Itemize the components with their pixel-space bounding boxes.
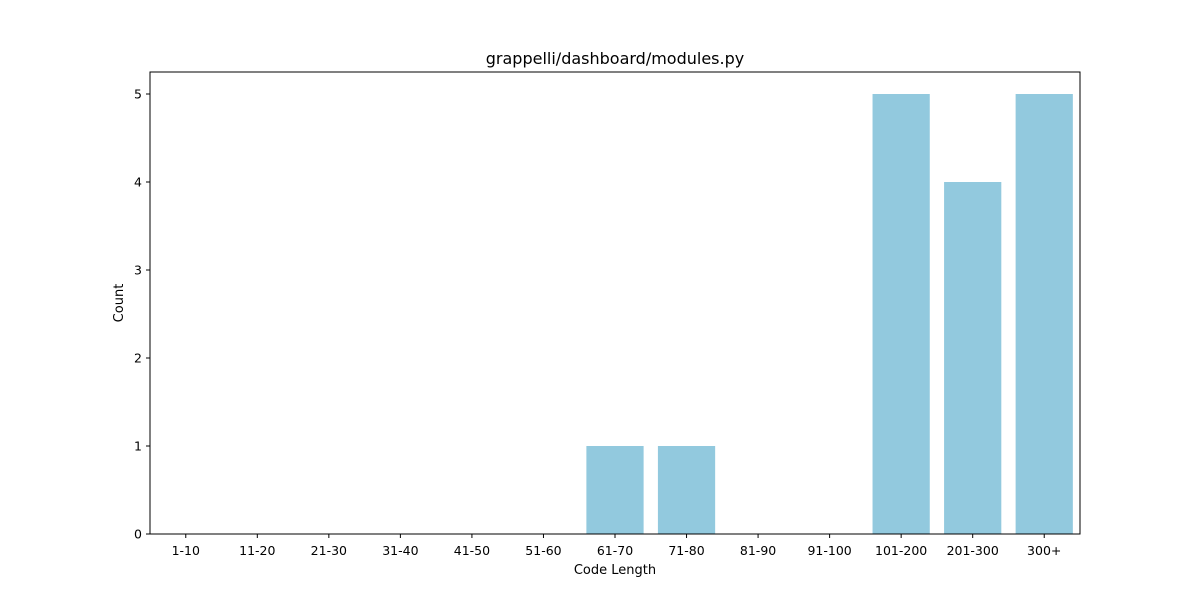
y-tick-label: 3	[134, 263, 142, 278]
x-tick-label: 11-20	[239, 543, 275, 558]
y-axis-ticks: 0 1 2 3 4 5	[134, 87, 150, 542]
bar-201-300	[944, 182, 1002, 534]
x-tick-label: 41-50	[454, 543, 490, 558]
bar-101-200	[872, 94, 930, 534]
y-tick-label: 5	[134, 87, 142, 102]
x-tick-label: 101-200	[875, 543, 927, 558]
bar-61-70	[586, 446, 644, 534]
x-tick-label: 81-90	[740, 543, 776, 558]
y-tick-label: 2	[134, 351, 142, 366]
x-tick-label: 51-60	[525, 543, 561, 558]
x-tick-label: 300+	[1027, 543, 1061, 558]
x-tick-label: 61-70	[597, 543, 633, 558]
bar-71-80	[657, 446, 716, 534]
x-axis-label: Code Length	[574, 563, 656, 578]
x-axis-ticks: 1-10 11-20 21-30 31-40 41-50 51-60 61-70 71-80 8…	[172, 534, 1061, 558]
x-tick-label: 21-30	[311, 543, 347, 558]
x-tick-label: 201-300	[947, 543, 999, 558]
x-tick-label: 91-100	[807, 543, 851, 558]
y-axis-label: Count	[112, 284, 127, 323]
plot-frame	[149, 71, 1081, 535]
y-tick-label: 4	[134, 175, 142, 190]
bars-group	[586, 94, 1073, 534]
chart-title: grappelli/dashboard/modules.py	[486, 49, 744, 68]
x-tick-label: 31-40	[382, 543, 418, 558]
y-tick-label: 0	[134, 527, 142, 542]
x-tick-label: 71-80	[668, 543, 704, 558]
x-tick-label: 1-10	[172, 543, 200, 558]
y-tick-label: 1	[134, 439, 142, 454]
bar-300+	[1015, 94, 1073, 534]
